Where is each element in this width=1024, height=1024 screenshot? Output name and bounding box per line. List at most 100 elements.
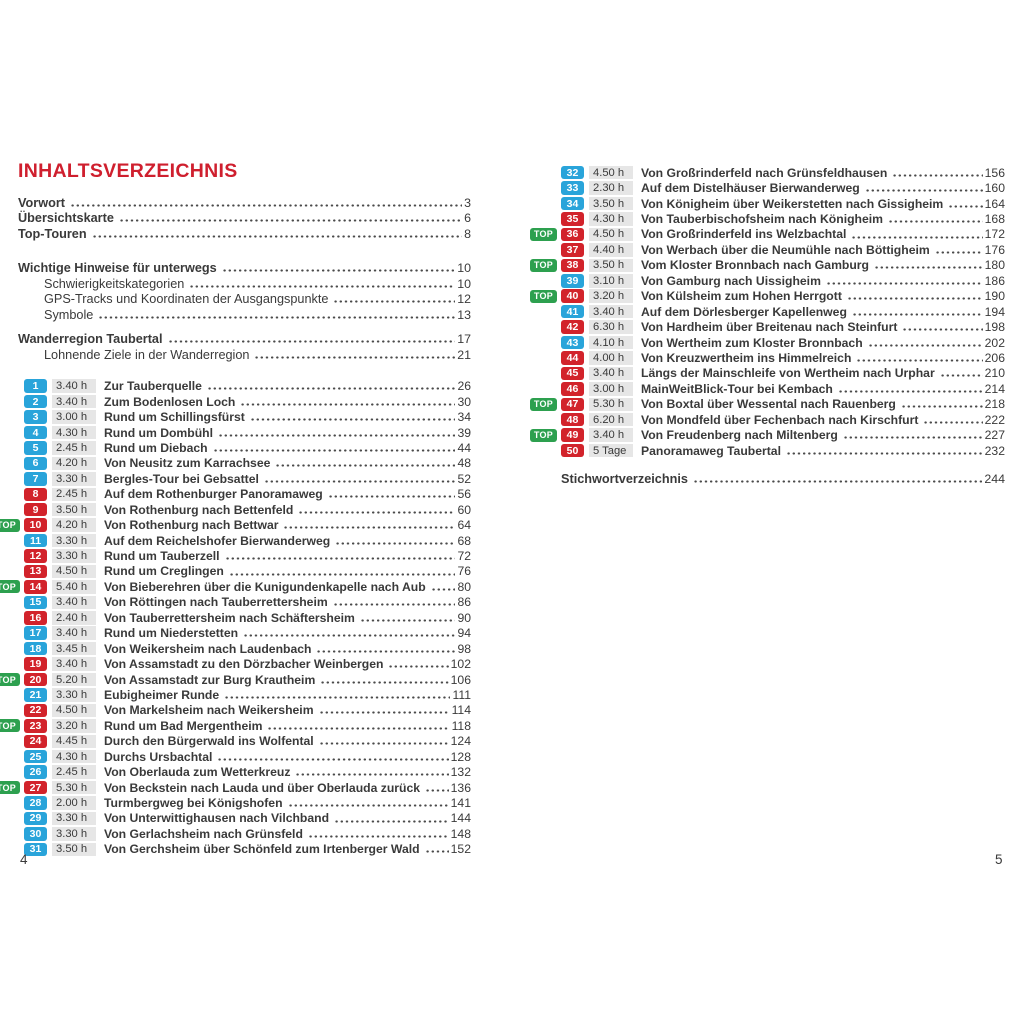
- tour-number-badge: 34: [561, 196, 584, 211]
- toc-entry: Vorwort 3: [18, 195, 471, 211]
- tour-title: Rund um Bad Mergentheim: [104, 718, 263, 733]
- tour-row: TOP 4 4.30 h Rund um Dombühl 39: [0, 424, 471, 441]
- dot-leader: [205, 378, 456, 394]
- tour-title: Bergles-Tour bei Gebsattel: [104, 471, 259, 486]
- toc-entry-label: Top-Touren: [18, 226, 87, 241]
- tour-duration: 4.50 h: [52, 564, 96, 579]
- tour-title: MainWeitBlick-Tour bei Kembach: [641, 381, 833, 396]
- top-badge: TOP: [530, 227, 557, 241]
- top-badge-slot: TOP: [527, 289, 557, 303]
- tour-row: TOP 31 3.50 h Von Gerchsheim über Schönf…: [0, 841, 471, 858]
- tour-title: Rund um Diebach: [104, 440, 208, 455]
- dot-leader: [424, 779, 449, 796]
- top-badge-slot: TOP: [0, 627, 20, 640]
- tour-duration: 2.45 h: [52, 487, 96, 502]
- dot-leader: [331, 594, 456, 611]
- top-badge: TOP: [530, 397, 557, 411]
- tour-page: 56: [457, 487, 471, 502]
- top-badge-slot: TOP: [0, 518, 20, 532]
- tour-title: Von Tauberrettersheim nach Schäftersheim: [104, 610, 355, 625]
- tour-page: 198: [984, 320, 1005, 335]
- top-badge-slot: TOP: [0, 735, 20, 748]
- dot-leader: [216, 749, 449, 765]
- tour-duration: 4.10 h: [589, 335, 633, 350]
- tour-row: TOP 44 4.00 h Von Kreuzwertheim ins Himm…: [527, 350, 1005, 366]
- toc-entry-page: 8: [464, 226, 471, 241]
- tour-title: Auf dem Rothenburger Panoramaweg: [104, 487, 323, 502]
- tour-page: 232: [984, 443, 1005, 458]
- tour-row: TOP 24 4.45 h Durch den Bürgerwald ins W…: [0, 733, 471, 749]
- tour-duration: 3.40 h: [52, 394, 96, 409]
- top-badge-slot: TOP: [527, 213, 557, 226]
- front-matter-group: Vorwort 3 Übersichtskarte 6 Top-Touren 8: [0, 195, 471, 242]
- dot-leader: [239, 393, 456, 410]
- dot-leader: [922, 412, 983, 428]
- top-badge: TOP: [0, 781, 20, 795]
- tour-duration: 4.50 h: [52, 703, 96, 718]
- tour-title: Von Külsheim zum Hohen Herrgott: [641, 289, 842, 304]
- tour-title: Auf dem Distelhäuser Bierwanderweg: [641, 181, 860, 196]
- tour-title: Von Wertheim zum Kloster Bronnbach: [641, 335, 863, 350]
- tour-row: TOP 13 4.50 h Rund um Creglingen 76: [0, 563, 471, 580]
- tour-page: 141: [450, 796, 471, 811]
- tour-page: 64: [457, 518, 471, 533]
- top-badge-slot: TOP: [0, 673, 20, 687]
- tour-duration: 3.30 h: [52, 827, 96, 841]
- dot-leader: [262, 471, 456, 487]
- tour-duration: 4.30 h: [589, 212, 633, 226]
- toc-entry: Wanderregion Taubertal 17: [18, 331, 471, 347]
- tour-duration: 3.10 h: [589, 274, 633, 288]
- tour-title: Rund um Creglingen: [104, 564, 224, 579]
- tour-number-badge: 33: [561, 181, 584, 195]
- tour-page: 218: [984, 397, 1005, 412]
- tour-row: TOP 28 2.00 h Turmbergweg bei Königshofe…: [0, 795, 471, 811]
- tour-title: Von Großrinderfeld nach Grünsfeldhausen: [641, 165, 888, 180]
- tour-page: 176: [984, 242, 1005, 257]
- tour-row: TOP 20 5.20 h Von Assamstadt zur Burg Kr…: [0, 671, 471, 688]
- tour-page: 106: [450, 672, 471, 687]
- tour-page: 111: [452, 687, 471, 702]
- tour-title: Von Gerlachsheim nach Grünsfeld: [104, 826, 303, 841]
- toc-entry-page: 10: [457, 276, 471, 291]
- top-badge-slot: TOP: [0, 503, 20, 516]
- tour-title: Von Rothenburg nach Bettwar: [104, 518, 279, 533]
- top-badge-slot: TOP: [0, 642, 20, 655]
- dot-leader: [899, 396, 983, 412]
- tour-row: TOP 45 3.40 h Längs der Mainschleife von…: [527, 365, 1005, 382]
- tour-number-badge: 31: [24, 842, 47, 857]
- dot-leader: [841, 427, 983, 443]
- tour-number-badge: 4: [24, 425, 47, 440]
- tour-page: 214: [984, 381, 1005, 396]
- tour-duration: 6.20 h: [589, 412, 633, 427]
- tour-duration: 3.30 h: [52, 472, 96, 486]
- tour-page: 94: [457, 626, 471, 641]
- toc-entry: Schwierigkeitskategorien 10: [44, 276, 471, 292]
- top-badge-slot: TOP: [0, 488, 20, 501]
- tour-row: TOP 30 3.30 h Von Gerlachsheim nach Grün…: [0, 826, 471, 842]
- toc-entry-page: 13: [457, 307, 471, 322]
- tour-row: TOP 6 4.20 h Von Neusitz zum Karrachsee …: [0, 455, 471, 472]
- tour-number-badge: 47: [561, 397, 584, 412]
- index-entry-wrap: Stichwortverzeichnis 244: [527, 471, 1005, 487]
- toc-entry-label: Symbole: [44, 307, 94, 322]
- toc-entry-page: 10: [457, 261, 471, 276]
- tour-title: Von Rothenburg nach Bettenfeld: [104, 502, 294, 517]
- dot-leader: [90, 226, 463, 242]
- right-page: TOP 32 4.50 h Von Großrinderfeld nach Gr…: [527, 165, 1005, 487]
- dot-leader: [850, 303, 983, 320]
- tour-row: TOP 47 5.30 h Von Boxtal über Wessental …: [527, 396, 1005, 412]
- tour-row: TOP 14 5.40 h Von Bieberehren über die K…: [0, 579, 471, 595]
- toc-entry-page: 17: [457, 332, 471, 347]
- tour-title: Auf dem Reichelshofer Bierwanderweg: [104, 533, 331, 548]
- toc-entry: Lohnende Ziele in der Wanderregion 21: [44, 347, 471, 363]
- top-badge-slot: TOP: [527, 382, 557, 395]
- tour-title: Durch den Bürgerwald ins Wolfental: [104, 734, 314, 749]
- dot-leader: [317, 733, 449, 749]
- left-page-number: 4: [20, 852, 28, 867]
- dot-leader: [850, 226, 983, 243]
- tour-title: Rund um Schillingsfürst: [104, 410, 245, 425]
- tour-duration: 3.20 h: [52, 719, 96, 733]
- toc-entry: GPS-Tracks und Koordinaten der Ausgangsp…: [44, 291, 471, 307]
- tour-row: TOP 16 2.40 h Von Tauberrettersheim nach…: [0, 610, 471, 626]
- tour-row: TOP 38 3.50 h Vom Kloster Bronnbach nach…: [527, 257, 1005, 274]
